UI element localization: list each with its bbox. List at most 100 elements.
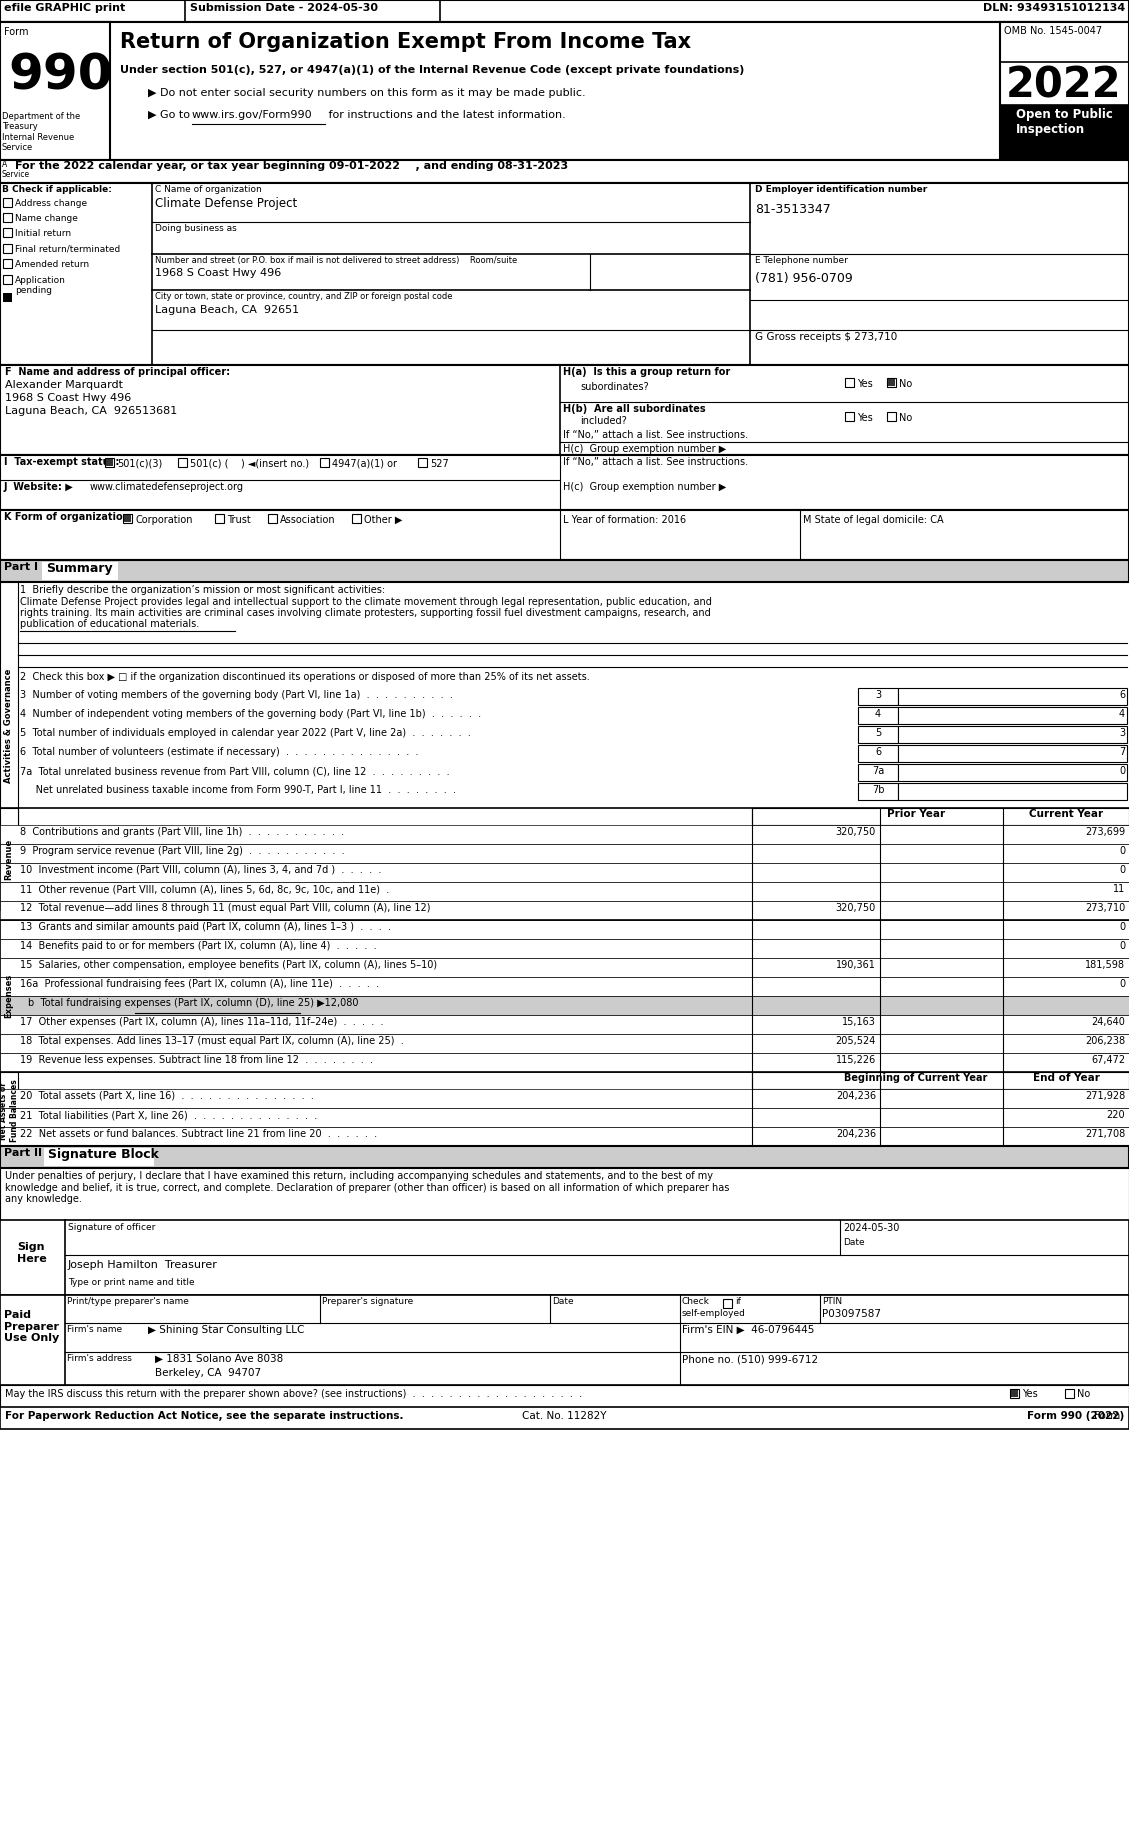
Text: Sign
Here: Sign Here — [17, 1242, 47, 1264]
Text: L Year of formation: 2016: L Year of formation: 2016 — [563, 516, 686, 525]
Text: Form: Form — [5, 28, 28, 37]
Bar — [3, 275, 12, 285]
Text: 501(c)(3): 501(c)(3) — [117, 458, 163, 469]
Text: 5: 5 — [875, 728, 881, 737]
Bar — [858, 708, 898, 724]
Text: 10  Investment income (Part VIII, column (A), lines 3, 4, and 7d )  .  .  .  .  : 10 Investment income (Part VIII, column … — [20, 865, 382, 874]
Bar — [3, 294, 12, 301]
Text: Yes: Yes — [857, 412, 873, 423]
Text: self-employed: self-employed — [682, 1308, 746, 1318]
Bar — [0, 1072, 18, 1149]
Text: Part II: Part II — [5, 1148, 42, 1159]
Text: 81-3513347: 81-3513347 — [755, 203, 831, 216]
Bar — [898, 745, 1127, 761]
Text: 13  Grants and similar amounts paid (Part IX, column (A), lines 1–3 )  .  .  .  : 13 Grants and similar amounts paid (Part… — [20, 922, 391, 931]
Text: For the 2022 calendar year, or tax year beginning 09-01-2022    , and ending 08-: For the 2022 calendar year, or tax year … — [15, 161, 568, 172]
Text: 11  Other revenue (Part VIII, column (A), lines 5, 6d, 8c, 9c, 10c, and 11e)  .: 11 Other revenue (Part VIII, column (A),… — [20, 883, 390, 894]
Text: Final return/terminated: Final return/terminated — [15, 246, 121, 253]
Text: Type or print name and title: Type or print name and title — [68, 1279, 194, 1286]
Text: C Name of organization: C Name of organization — [155, 185, 262, 194]
Bar — [0, 978, 1129, 996]
Bar — [0, 1146, 1129, 1168]
Bar — [44, 1148, 154, 1166]
Text: 320,750: 320,750 — [835, 828, 876, 837]
Text: Beginning of Current Year: Beginning of Current Year — [844, 1074, 988, 1083]
Text: Laguna Beach, CA  926513681: Laguna Beach, CA 926513681 — [5, 407, 177, 416]
Text: 7a: 7a — [872, 767, 884, 776]
Text: Paid
Preparer
Use Only: Paid Preparer Use Only — [5, 1310, 60, 1343]
Bar — [858, 784, 898, 800]
Text: 7: 7 — [1119, 747, 1124, 758]
Bar — [0, 808, 18, 909]
Bar — [0, 902, 1129, 920]
Text: Net unrelated business taxable income from Form 990-T, Part I, line 11  .  .  . : Net unrelated business taxable income fr… — [20, 785, 456, 795]
Bar — [0, 366, 1129, 455]
Text: included?: included? — [580, 416, 627, 427]
Text: 4  Number of independent voting members of the governing body (Part VI, line 1b): 4 Number of independent voting members o… — [20, 710, 481, 719]
Bar — [0, 1384, 1129, 1406]
Text: Signature of officer: Signature of officer — [68, 1223, 156, 1233]
Text: Name change: Name change — [15, 214, 78, 224]
Text: Trust: Trust — [227, 516, 251, 525]
Text: Date: Date — [843, 1238, 865, 1247]
Text: Address change: Address change — [15, 200, 87, 209]
Bar — [889, 379, 895, 386]
Text: 6: 6 — [1119, 689, 1124, 700]
Text: Summary: Summary — [46, 562, 113, 575]
Text: Laguna Beach, CA  92651: Laguna Beach, CA 92651 — [155, 305, 299, 314]
Bar — [1000, 105, 1129, 161]
Text: publication of educational materials.: publication of educational materials. — [20, 619, 199, 628]
Text: 3: 3 — [1119, 728, 1124, 737]
Text: b  Total fundraising expenses (Part IX, column (D), line 25) ▶12,080: b Total fundraising expenses (Part IX, c… — [28, 998, 359, 1007]
Text: 8  Contributions and grants (Part VIII, line 1h)  .  .  .  .  .  .  .  .  .  .  : 8 Contributions and grants (Part VIII, l… — [20, 828, 344, 837]
Bar — [0, 1015, 1129, 1035]
Text: Expenses: Expenses — [5, 974, 14, 1018]
Text: rights training. Its main activities are criminal cases involving climate protes: rights training. Its main activities are… — [20, 608, 711, 617]
Text: Under penalties of perjury, I declare that I have examined this return, includin: Under penalties of perjury, I declare th… — [5, 1172, 729, 1205]
Text: Yes: Yes — [857, 379, 873, 388]
Text: (781) 956-0709: (781) 956-0709 — [755, 272, 852, 285]
Text: ▶ Do not enter social security numbers on this form as it may be made public.: ▶ Do not enter social security numbers o… — [148, 89, 586, 98]
Text: 9  Program service revenue (Part VIII, line 2g)  .  .  .  .  .  .  .  .  .  .  .: 9 Program service revenue (Part VIII, li… — [20, 846, 344, 856]
Text: 271,928: 271,928 — [1085, 1090, 1124, 1101]
Text: 18  Total expenses. Add lines 13–17 (must equal Part IX, column (A), line 25)  .: 18 Total expenses. Add lines 13–17 (must… — [20, 1037, 404, 1046]
Text: Check: Check — [682, 1297, 710, 1307]
Text: 6: 6 — [875, 747, 881, 758]
Text: 273,699: 273,699 — [1085, 828, 1124, 837]
Bar — [0, 510, 1129, 560]
Text: For Paperwork Reduction Act Notice, see the separate instructions.: For Paperwork Reduction Act Notice, see … — [5, 1412, 403, 1421]
Bar — [3, 259, 12, 268]
Text: F  Name and address of principal officer:: F Name and address of principal officer: — [5, 368, 230, 377]
Text: Under section 501(c), 527, or 4947(a)(1) of the Internal Revenue Code (except pr: Under section 501(c), 527, or 4947(a)(1)… — [120, 65, 744, 76]
Bar — [858, 763, 898, 782]
Text: 5  Total number of individuals employed in calendar year 2022 (Part V, line 2a) : 5 Total number of individuals employed i… — [20, 728, 471, 737]
Text: 2024-05-30: 2024-05-30 — [843, 1223, 900, 1233]
Text: Department of the
Treasury
Internal Revenue
Service: Department of the Treasury Internal Reve… — [2, 113, 80, 152]
Bar — [0, 1168, 1129, 1220]
Bar — [887, 379, 896, 386]
Bar — [0, 560, 1129, 582]
Text: Berkeley, CA  94707: Berkeley, CA 94707 — [155, 1368, 261, 1379]
Text: 181,598: 181,598 — [1085, 959, 1124, 970]
Text: Return of Organization Exempt From Income Tax: Return of Organization Exempt From Incom… — [120, 31, 691, 52]
Text: 11: 11 — [1113, 883, 1124, 894]
Text: No: No — [1077, 1390, 1091, 1399]
Bar — [898, 726, 1127, 743]
Text: 1968 S Coast Hwy 496: 1968 S Coast Hwy 496 — [155, 268, 281, 277]
Text: 0: 0 — [1119, 865, 1124, 874]
Bar — [898, 784, 1127, 800]
Bar — [0, 1109, 1129, 1127]
Text: Initial return: Initial return — [15, 229, 71, 238]
Text: If “No,” attach a list. See instructions.: If “No,” attach a list. See instructions… — [563, 431, 749, 440]
Text: subordinates?: subordinates? — [580, 383, 649, 392]
Text: 190,361: 190,361 — [837, 959, 876, 970]
Text: Cat. No. 11282Y: Cat. No. 11282Y — [522, 1412, 606, 1421]
Bar — [123, 514, 132, 523]
Text: 0: 0 — [1119, 922, 1124, 931]
Bar — [844, 412, 854, 421]
Bar — [0, 957, 1129, 978]
Text: ▶ 1831 Solano Ave 8038: ▶ 1831 Solano Ave 8038 — [155, 1355, 283, 1364]
Bar — [0, 455, 1129, 510]
Text: 15  Salaries, other compensation, employee benefits (Part IX, column (A), lines : 15 Salaries, other compensation, employe… — [20, 959, 437, 970]
Text: Amended return: Amended return — [15, 261, 89, 270]
